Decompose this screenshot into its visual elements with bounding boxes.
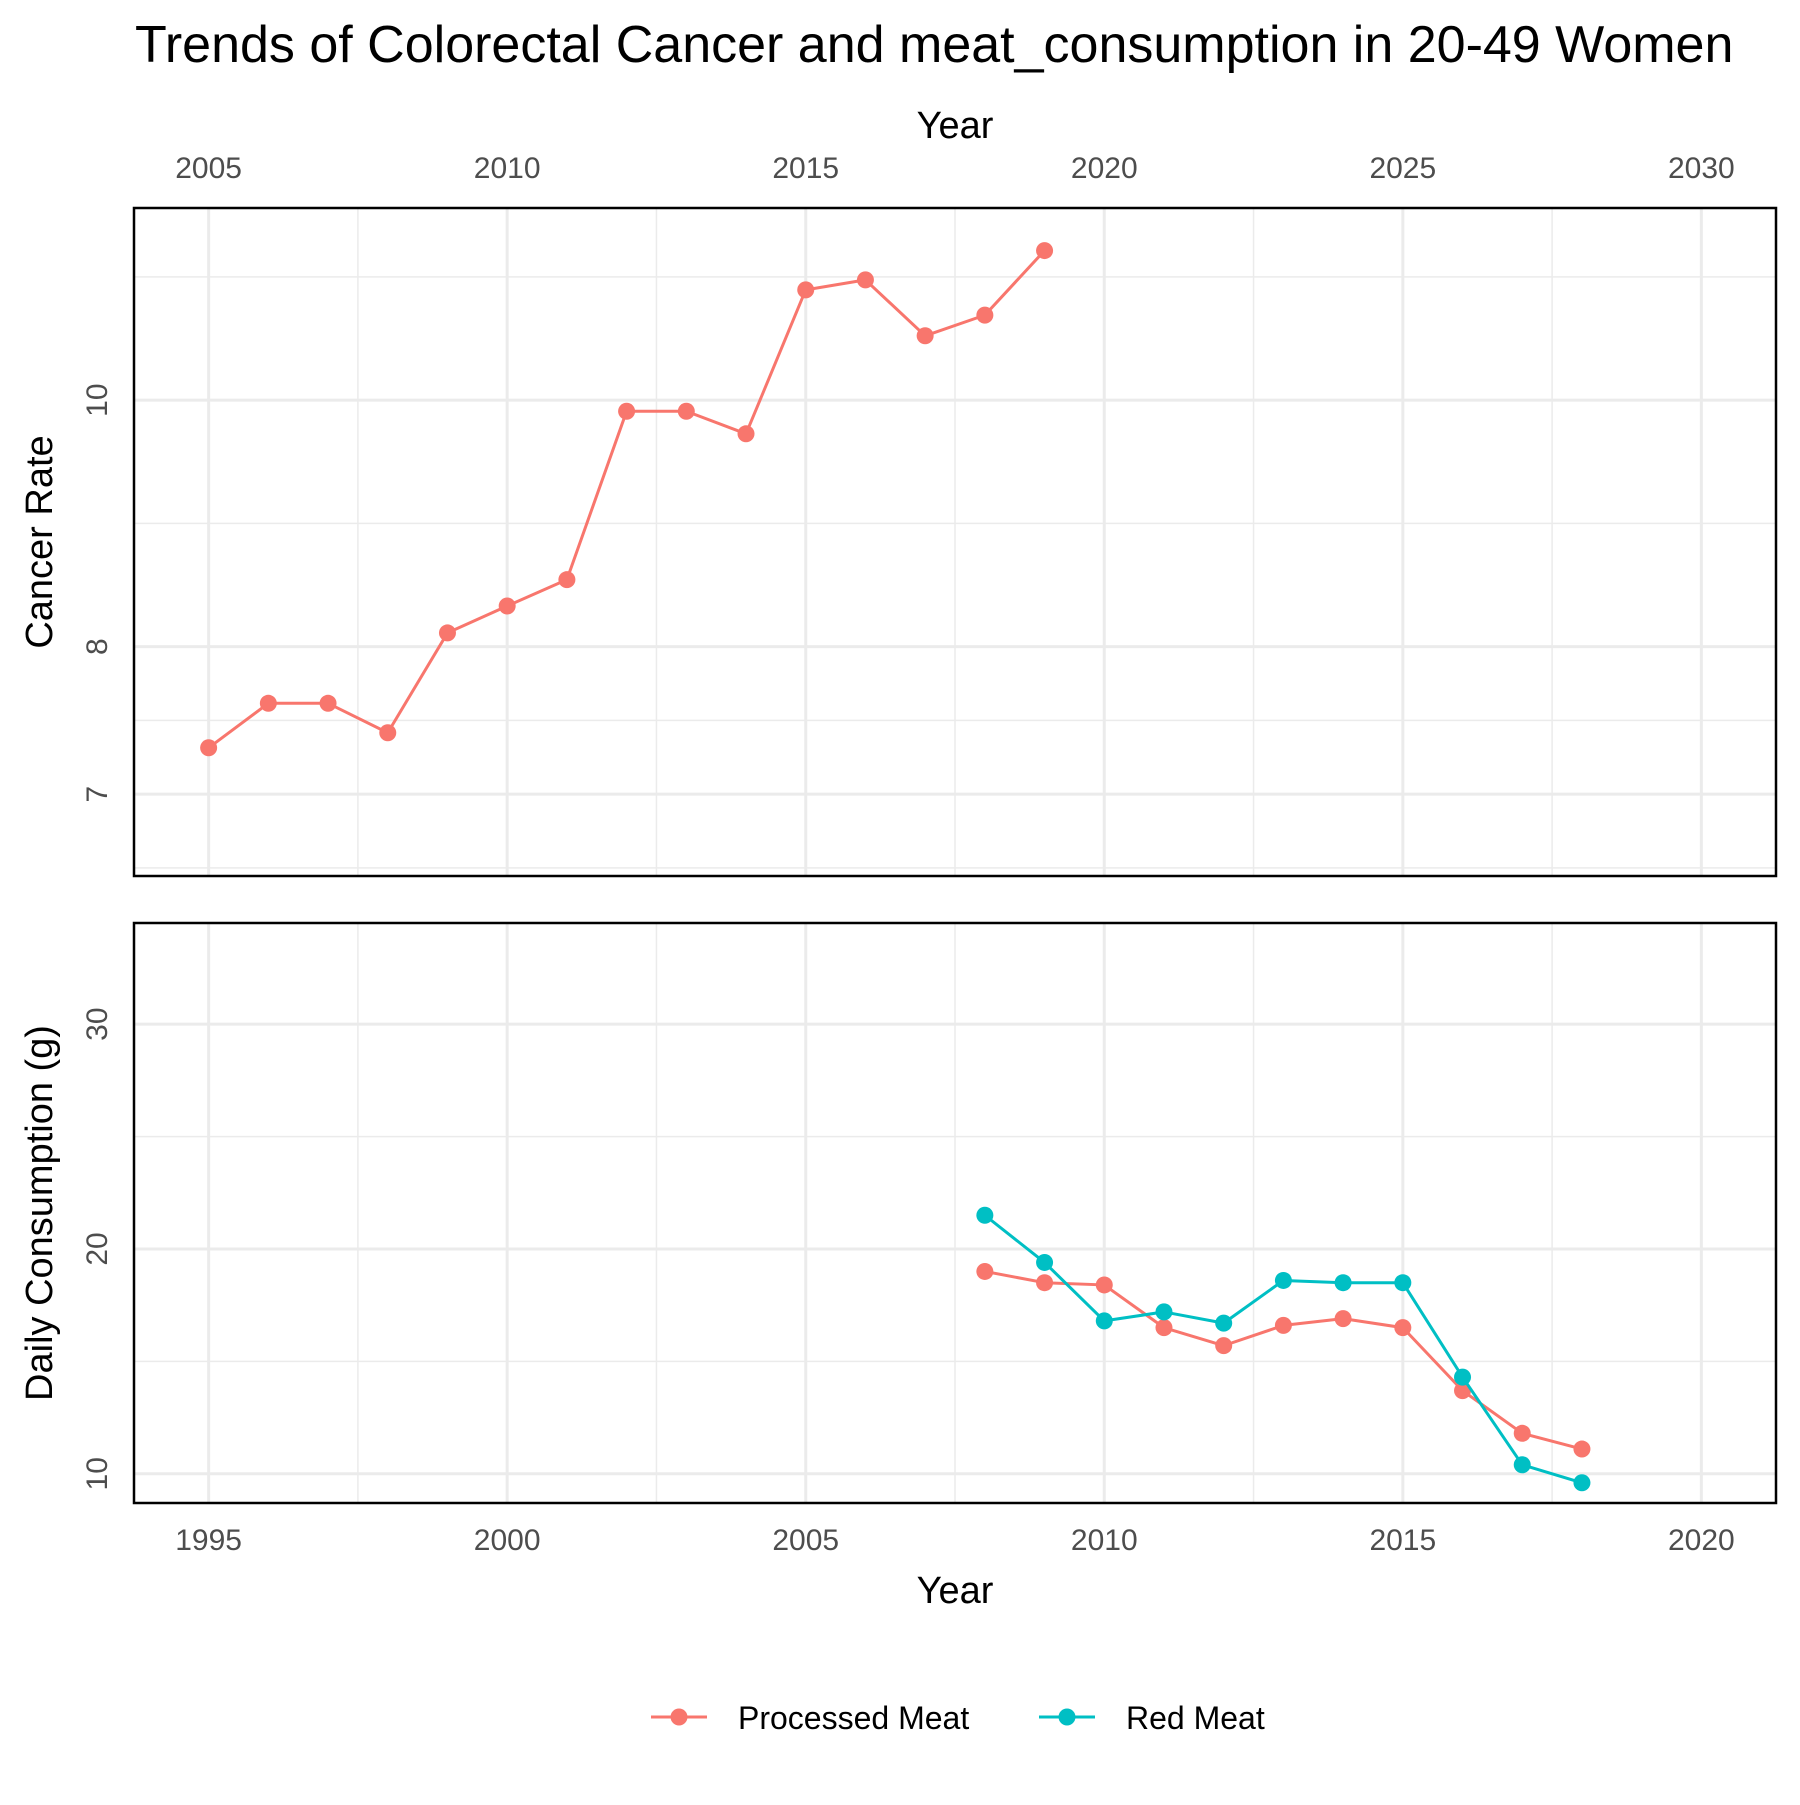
cancer-rate-series-0-point-2009: [438, 624, 456, 642]
consumption-processed-meat-point-2011: [1155, 1319, 1173, 1337]
cancer-rate-x-tick-label-2015: 2015: [772, 152, 839, 185]
consumption-panel: 1995 2000 2005 2010 2015 2020 10 20 30 Year Dai…: [19, 921, 1778, 1612]
consumption-processed-meat-point-2014: [1334, 1310, 1352, 1328]
legend: Processed Meat Red Meat: [651, 1700, 1265, 1736]
cancer-rate-y-ticks: 7 8 10: [81, 383, 114, 802]
consumption-red-meat-point-2015: [1394, 1274, 1412, 1292]
cancer-rate-panel: 2005 2010 2015 2020 2025 2030 7 8 10 Year Cance…: [19, 105, 1778, 878]
cancer-rate-x-axis-title: Year: [917, 105, 994, 147]
consumption-red-meat-point-2010: [1095, 1312, 1113, 1330]
cancer-rate-series-0-point-2017: [916, 327, 934, 345]
consumption-processed-meat-point-2013: [1274, 1316, 1292, 1334]
chart-title: Trends of Colorectal Cancer and meat_con…: [135, 16, 1733, 74]
consumption-y-tick-label-10: 10: [81, 1457, 114, 1490]
cancer-rate-series: [200, 242, 1054, 757]
cancer-rate-y-tick-label-7: 7: [81, 786, 114, 803]
legend-item-red-meat: Red Meat: [1039, 1700, 1265, 1736]
legend-label-red-meat: Red Meat: [1126, 1700, 1265, 1736]
consumption-red-meat-point-2018: [1573, 1474, 1591, 1492]
cancer-rate-x-ticks: 2005 2010 2015 2020 2025 2030: [175, 152, 1734, 185]
cancer-rate-x-tick-label-2025: 2025: [1369, 152, 1436, 185]
consumption-y-ticks: 10 20 30: [81, 1007, 114, 1490]
consumption-y-tick-label-30: 30: [81, 1007, 114, 1040]
consumption-processed-meat-point-2016: [1454, 1382, 1472, 1400]
consumption-x-tick-label-2015: 2015: [1369, 1524, 1436, 1557]
cancer-rate-gridlines: [134, 208, 1776, 876]
consumption-processed-meat-point-2010: [1095, 1276, 1113, 1294]
consumption-series: [976, 1206, 1591, 1492]
cancer-rate-x-tick-label-2010: 2010: [474, 152, 541, 185]
cancer-rate-series-0-point-2008: [379, 724, 397, 742]
cancer-rate-y-tick-label-8: 8: [81, 638, 114, 655]
consumption-processed-meat-point-2009: [1036, 1274, 1054, 1292]
consumption-x-ticks: 1995 2000 2005 2010 2015 2020: [175, 1524, 1734, 1557]
consumption-processed-meat-point-2015: [1394, 1319, 1412, 1337]
consumption-y-tick-label-20: 20: [81, 1232, 114, 1265]
consumption-red-meat-point-2016: [1454, 1368, 1472, 1386]
consumption-red-meat-point-2017: [1513, 1456, 1531, 1474]
consumption-x-tick-label-2010: 2010: [1071, 1524, 1138, 1557]
consumption-red-meat-point-2009: [1036, 1253, 1054, 1271]
consumption-x-axis-title: Year: [917, 1570, 994, 1612]
cancer-rate-y-tick-label-10: 10: [81, 383, 114, 416]
cancer-rate-series-0-point-2015: [797, 281, 815, 299]
consumption-red-meat-point-2011: [1155, 1303, 1173, 1321]
cancer-rate-series-0-point-2019: [1036, 242, 1054, 260]
cancer-rate-x-tick-label-2020: 2020: [1071, 152, 1138, 185]
cancer-rate-series-0-point-2011: [558, 571, 576, 589]
cancer-rate-series-0-point-2018: [976, 306, 994, 324]
consumption-x-tick-label-1995: 1995: [175, 1524, 242, 1557]
consumption-red-meat-point-2008: [976, 1206, 994, 1224]
cancer-rate-y-axis-title: Cancer Rate: [19, 435, 61, 648]
cancer-rate-series-0-point-2014: [737, 425, 755, 443]
consumption-processed-meat-point-2017: [1513, 1424, 1531, 1442]
consumption-red-meat-point-2014: [1334, 1274, 1352, 1292]
cancer-rate-series-0-point-2010: [498, 597, 516, 615]
consumption-gridlines: [134, 923, 1776, 1503]
consumption-x-tick-label-2005: 2005: [772, 1524, 839, 1557]
legend-marker-red-meat: [1058, 1708, 1076, 1726]
consumption-processed-meat-point-2018: [1573, 1440, 1591, 1458]
consumption-x-tick-label-2020: 2020: [1668, 1524, 1735, 1557]
cancer-rate-series-0-point-2012: [618, 402, 636, 420]
cancer-rate-series-0-point-2016: [856, 271, 874, 289]
consumption-panel-border: [132, 921, 1778, 1505]
cancer-rate-x-tick-label-2030: 2030: [1668, 152, 1735, 185]
consumption-red-meat-point-2013: [1274, 1271, 1292, 1289]
cancer-rate-series-0-point-2006: [259, 694, 277, 712]
consumption-x-tick-label-2000: 2000: [474, 1524, 541, 1557]
cancer-rate-series-0-point-2005: [200, 739, 218, 757]
cancer-rate-series-0-point-2013: [677, 402, 695, 420]
cancer-rate-series-0-point-2007: [319, 694, 337, 712]
legend-item-processed-meat: Processed Meat: [651, 1700, 969, 1736]
cancer-rate-panel-border: [132, 206, 1778, 878]
consumption-y-axis-title: Daily Consumption (g): [19, 1025, 61, 1401]
consumption-red-meat-point-2012: [1215, 1314, 1233, 1332]
cancer-rate-x-tick-label-2005: 2005: [175, 152, 242, 185]
consumption-processed-meat-point-2008: [976, 1262, 994, 1280]
legend-marker-processed-meat: [670, 1708, 688, 1726]
consumption-processed-meat-point-2012: [1215, 1337, 1233, 1355]
legend-label-processed-meat: Processed Meat: [738, 1700, 969, 1736]
